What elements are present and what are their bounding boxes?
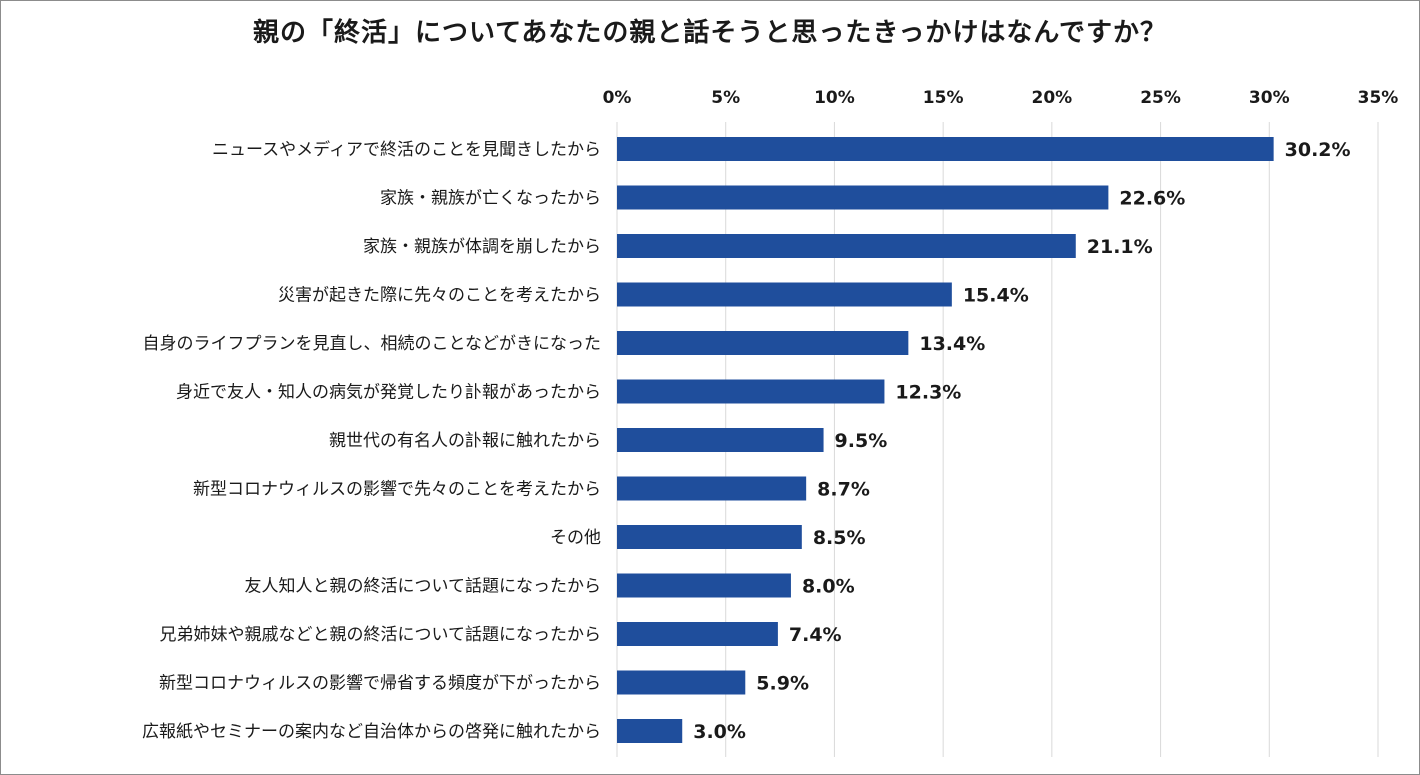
data-label: 15.4% xyxy=(963,285,1029,307)
bar xyxy=(617,428,824,452)
data-label: 21.1% xyxy=(1087,236,1153,258)
bar xyxy=(617,234,1076,258)
bar xyxy=(617,719,683,743)
data-labels: 30.2% 22.6% 21.1% 15.4% 13.4% 12.3% 9.5% 8.7% 8.… xyxy=(693,139,1350,743)
bar xyxy=(617,379,885,404)
data-label: 5.9% xyxy=(756,673,809,695)
x-tick-label: 10% xyxy=(814,88,855,108)
data-label: 30.2% xyxy=(1285,139,1351,161)
category-label: その他 xyxy=(550,528,601,548)
data-label: 22.6% xyxy=(1119,188,1185,210)
data-label: 8.5% xyxy=(813,527,866,549)
category-label: 家族・親族が亡くなったから xyxy=(380,189,601,209)
x-tick-label: 0% xyxy=(603,88,632,108)
category-label: 友人知人と親の終活について話題になったから xyxy=(245,577,602,597)
bar xyxy=(617,185,1109,210)
category-label: 災害が起きた際に先々のことを考えたから xyxy=(278,286,601,306)
data-label: 12.3% xyxy=(895,382,961,404)
category-label: 新型コロナウィルスの影響で帰省する頻度が下がったから xyxy=(159,674,601,694)
bar xyxy=(617,670,746,695)
category-label: ニュースやメディアで終活のことを見聞きしたから xyxy=(212,139,601,160)
bars xyxy=(617,137,1274,743)
bar xyxy=(617,137,1274,161)
x-axis-tick-labels: 0% 5% 10% 15% 20% 25% 30% 35% xyxy=(603,88,1399,108)
category-labels: ニュースやメディアで終活のことを見聞きしたから家族・親族が亡くなったから家族・親… xyxy=(142,139,601,742)
bar xyxy=(617,282,952,307)
category-label: 新型コロナウィルスの影響で先々のことを考えたから xyxy=(193,480,601,500)
category-label: 身近で友人・知人の病気が発覚したり訃報があったから xyxy=(176,383,601,403)
x-tick-label: 30% xyxy=(1249,88,1290,108)
x-tick-label: 15% xyxy=(923,88,964,108)
bar xyxy=(617,573,791,598)
x-tick-label: 25% xyxy=(1140,88,1181,108)
category-label: 兄弟姉妹や親戚などと親の終活について話題になったから xyxy=(160,625,602,645)
data-label: 8.7% xyxy=(817,479,870,501)
x-tick-label: 5% xyxy=(711,88,740,108)
category-label: 親世代の有名人の訃報に触れたから xyxy=(329,431,601,451)
category-label: 広報紙やセミナーの案内など自治体からの啓発に触れたから xyxy=(142,722,601,742)
x-tick-label: 20% xyxy=(1032,88,1073,108)
data-label: 13.4% xyxy=(919,333,985,355)
data-label: 3.0% xyxy=(693,721,746,743)
bar xyxy=(617,476,807,501)
category-label: 自身のライフプランを見直し、相続のことなどがきになった xyxy=(143,334,602,354)
data-label: 9.5% xyxy=(835,430,888,452)
bar xyxy=(617,525,802,549)
gridlines xyxy=(616,122,1379,757)
x-tick-label: 35% xyxy=(1358,88,1399,108)
bar xyxy=(617,622,778,646)
bar xyxy=(617,331,909,355)
data-label: 7.4% xyxy=(789,624,842,646)
chart-title: 親の「終活」についてあなたの親と話そうと思ったきっかけはなんですか？ xyxy=(252,18,1168,48)
category-label: 家族・親族が体調を崩したから xyxy=(363,237,601,257)
data-label: 8.0% xyxy=(802,576,855,598)
